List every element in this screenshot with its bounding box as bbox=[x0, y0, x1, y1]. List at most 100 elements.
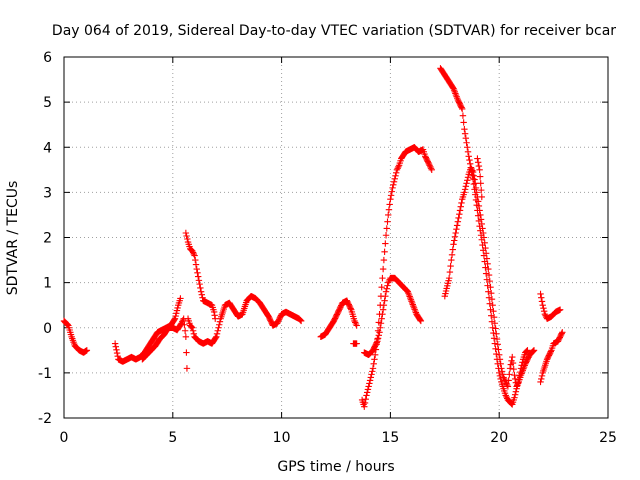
data-point bbox=[384, 218, 391, 225]
data-point bbox=[375, 332, 382, 339]
data-point bbox=[297, 317, 304, 324]
data-point bbox=[380, 301, 388, 309]
data-point bbox=[374, 338, 381, 345]
data-point bbox=[189, 327, 197, 334]
data-point bbox=[483, 255, 491, 262]
data-point bbox=[514, 381, 521, 389]
data-point bbox=[459, 105, 466, 113]
data-point bbox=[486, 300, 493, 307]
data-point bbox=[505, 377, 512, 384]
data-point bbox=[474, 159, 482, 166]
data-point bbox=[395, 163, 402, 171]
data-point bbox=[498, 368, 506, 375]
data-point bbox=[199, 294, 206, 301]
data-point bbox=[449, 246, 456, 253]
data-point bbox=[446, 268, 454, 276]
data-point bbox=[469, 168, 477, 176]
data-point bbox=[538, 294, 545, 301]
y-tick-label: 0 bbox=[43, 321, 52, 337]
data-point bbox=[427, 163, 434, 171]
data-point bbox=[363, 389, 371, 396]
data-point bbox=[458, 199, 465, 207]
data-point bbox=[113, 346, 120, 354]
data-point bbox=[364, 386, 372, 393]
data-point bbox=[195, 277, 203, 284]
data-point bbox=[539, 301, 546, 309]
data-point bbox=[452, 229, 459, 237]
data-point bbox=[464, 177, 471, 184]
data-point bbox=[458, 104, 465, 111]
data-point bbox=[480, 234, 488, 241]
data-point bbox=[388, 188, 396, 195]
data-point bbox=[382, 240, 389, 247]
data-point bbox=[477, 216, 485, 223]
data-point bbox=[488, 295, 496, 303]
data-point bbox=[462, 183, 470, 190]
data-point bbox=[470, 172, 478, 180]
data-point bbox=[541, 311, 549, 318]
data-point bbox=[362, 395, 369, 403]
data-point bbox=[174, 304, 181, 312]
data-point bbox=[379, 306, 387, 313]
data-point bbox=[361, 399, 369, 407]
data-point bbox=[496, 356, 504, 363]
data-point bbox=[485, 265, 492, 273]
data-point bbox=[181, 327, 189, 334]
data-point bbox=[194, 273, 202, 280]
data-point bbox=[485, 271, 493, 279]
data-point bbox=[511, 371, 518, 379]
data-point bbox=[378, 283, 385, 291]
y-tick-label: 2 bbox=[43, 231, 52, 247]
data-point bbox=[494, 341, 501, 348]
data-point bbox=[511, 394, 518, 401]
data-point bbox=[559, 329, 566, 336]
data-point bbox=[189, 247, 196, 255]
data-point bbox=[509, 353, 516, 361]
data-point bbox=[454, 218, 462, 225]
data-point bbox=[538, 298, 546, 305]
data-point bbox=[391, 175, 398, 183]
data-point bbox=[182, 333, 190, 340]
data-point bbox=[371, 351, 379, 359]
data-point bbox=[514, 380, 522, 387]
chart-title: Day 064 of 2019, Sidereal Day-to-day VTE… bbox=[52, 23, 616, 39]
data-point bbox=[390, 181, 397, 189]
data-point bbox=[390, 178, 398, 186]
data-point bbox=[385, 211, 392, 219]
data-point bbox=[530, 347, 537, 355]
data-point bbox=[489, 324, 496, 331]
data-point bbox=[392, 172, 399, 180]
data-point bbox=[448, 256, 455, 264]
data-point bbox=[171, 316, 178, 323]
data-point bbox=[393, 166, 401, 174]
data-point bbox=[427, 165, 435, 172]
data-point bbox=[451, 233, 459, 240]
data-point bbox=[112, 343, 119, 350]
data-point bbox=[190, 330, 198, 337]
data-point bbox=[511, 375, 519, 383]
y-tick-label: -1 bbox=[38, 366, 52, 382]
data-point bbox=[469, 175, 477, 183]
data-point bbox=[191, 252, 198, 259]
data-point bbox=[463, 180, 470, 187]
data-point bbox=[467, 164, 475, 171]
data-point bbox=[460, 119, 467, 126]
data-point bbox=[491, 340, 499, 347]
data-point bbox=[490, 335, 498, 342]
data-point bbox=[385, 206, 393, 213]
data-point bbox=[485, 288, 492, 295]
data-point bbox=[538, 372, 546, 380]
data-point bbox=[511, 391, 519, 398]
data-point bbox=[490, 308, 497, 315]
data-point bbox=[524, 347, 531, 354]
data-point bbox=[369, 365, 377, 372]
data-point bbox=[523, 347, 530, 355]
data-point bbox=[556, 306, 564, 313]
data-point bbox=[445, 274, 453, 282]
data-point bbox=[482, 270, 490, 277]
data-point bbox=[491, 320, 499, 327]
data-point bbox=[386, 201, 393, 208]
data-point bbox=[213, 330, 221, 337]
data-point bbox=[172, 312, 179, 320]
data-point bbox=[194, 269, 201, 277]
